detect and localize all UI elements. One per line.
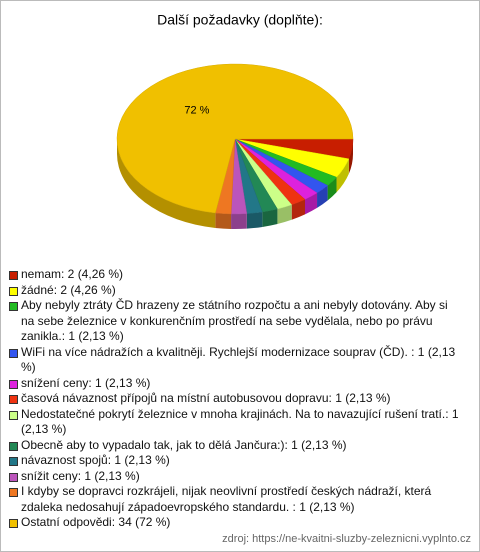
slice-side: [117, 139, 216, 228]
legend-label: návaznost spojů: 1 (2,13 %): [21, 453, 170, 467]
legend-entry: časová návaznost přípojů na místní autob…: [9, 391, 464, 407]
legend-swatch: [9, 488, 18, 497]
slice-side: [291, 199, 305, 220]
legend-label: I kdyby se dopravci rozkrájeli, nijak ne…: [21, 484, 432, 514]
legend-swatch: [9, 472, 18, 482]
slice-side: [327, 177, 337, 201]
slice-side: [215, 212, 232, 229]
legend-entry: návaznost spojů: 1 (2,13 %): [9, 453, 464, 469]
legend-swatch: [9, 441, 18, 451]
slice-side: [262, 208, 278, 227]
slice: [116, 63, 354, 214]
legend-entry: Ostatní odpovědi: 34 (72 %): [9, 515, 464, 531]
legend-swatch: [9, 395, 18, 404]
legend-entry: Obecně aby to vypadalo tak, jak to dělá …: [9, 438, 464, 454]
slice-label: 72 %: [184, 104, 209, 116]
legend-label: Ostatní odpovědi: 34 (72 %): [21, 515, 171, 529]
legend-label: časová návaznost přípojů na místní autob…: [21, 391, 391, 405]
legend-entry: snížit ceny: 1 (2,13 %): [9, 469, 464, 485]
legend-swatch: [9, 348, 18, 358]
legend-entry: Nedostatečné pokrytí železnice v mnoha k…: [9, 407, 464, 438]
legend-label: Aby nebyly ztráty ČD hrazeny ze státního…: [21, 298, 448, 343]
legend-swatch: [9, 286, 18, 296]
slice-side: [336, 158, 349, 193]
legend-label: nemam: 2 (4,26 %): [21, 267, 124, 281]
legend-entry: WiFi na více nádražích a kvalitněji. Ryc…: [9, 345, 464, 376]
source: zdroj: https://ne-kvaitni-sluzby-zelezni…: [222, 533, 471, 545]
legend-label: snížit ceny: 1 (2,13 %): [21, 468, 140, 483]
slice-side: [277, 204, 292, 224]
legend-label: Obecně aby to vypadalo tak, jak to dělá …: [21, 437, 347, 452]
legend-entry: nemam: 2 (4,26 %): [9, 267, 464, 283]
slice-side: [231, 213, 247, 229]
legend-swatch: [9, 379, 18, 389]
slice-side: [304, 192, 318, 215]
legend-swatch: [9, 271, 18, 280]
legend-label: WiFi na více nádražích a kvalitněji. Ryc…: [21, 344, 456, 375]
legend-swatch: [9, 302, 18, 311]
chart-title: Další požadavky (doplňte):: [157, 12, 323, 28]
slice-side: [317, 185, 328, 208]
legend-entry: Aby nebyly ztráty ČD hrazeny ze státního…: [9, 298, 464, 345]
slice-side: [348, 139, 353, 174]
legend-entry: snížení ceny: 1 (2,13 %): [9, 376, 464, 392]
legend-swatch: [9, 410, 18, 420]
legend-entry: žádné: 2 (4,26 %): [9, 283, 464, 299]
legend-swatch: [9, 457, 18, 466]
legend: nemam: 2 (4,26 %) žádné: 2 (4,26 %) Aby ne…: [9, 267, 464, 531]
legend-label: Nedostatečné pokrytí železnice v mnoha k…: [21, 406, 459, 437]
slice-side: [246, 211, 263, 229]
legend-label: snížení ceny: 1 (2,13 %): [21, 375, 151, 390]
legend-label: žádné: 2 (4,26 %): [21, 282, 116, 297]
legend-swatch: [9, 519, 18, 528]
chart: Další požadavky (doplňte): 72 %: [116, 12, 354, 229]
legend-entry: I kdyby se dopravci rozkrájeli, nijak ne…: [9, 484, 464, 515]
